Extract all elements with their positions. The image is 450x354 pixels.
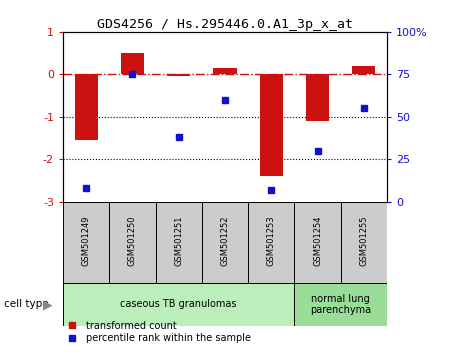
Bar bbox=[352, 66, 375, 74]
Bar bbox=[121, 53, 144, 74]
Legend: transformed count, percentile rank within the sample: transformed count, percentile rank withi… bbox=[59, 317, 255, 347]
Text: GSM501254: GSM501254 bbox=[313, 216, 322, 266]
Text: ▶: ▶ bbox=[43, 298, 52, 311]
Bar bbox=[75, 74, 98, 140]
Bar bbox=[63, 283, 294, 326]
Text: GSM501252: GSM501252 bbox=[220, 216, 230, 266]
Bar bbox=[306, 74, 329, 121]
Bar bbox=[294, 202, 341, 283]
Bar bbox=[202, 202, 248, 283]
Bar bbox=[156, 202, 202, 283]
Text: caseous TB granulomas: caseous TB granulomas bbox=[121, 299, 237, 309]
Bar bbox=[63, 202, 109, 283]
Bar bbox=[213, 68, 237, 74]
Text: GSM501251: GSM501251 bbox=[174, 216, 183, 266]
Text: GSM501253: GSM501253 bbox=[267, 216, 276, 266]
Bar bbox=[248, 202, 294, 283]
Bar bbox=[109, 202, 156, 283]
Text: cell type: cell type bbox=[4, 299, 49, 309]
Bar bbox=[341, 202, 387, 283]
Text: GSM501255: GSM501255 bbox=[360, 216, 369, 266]
Bar bbox=[294, 283, 387, 326]
Text: GDS4256 / Hs.295446.0.A1_3p_x_at: GDS4256 / Hs.295446.0.A1_3p_x_at bbox=[97, 18, 353, 31]
Bar bbox=[167, 74, 190, 76]
Bar bbox=[260, 74, 283, 176]
Text: GSM501250: GSM501250 bbox=[128, 216, 137, 266]
Text: GSM501249: GSM501249 bbox=[81, 216, 90, 266]
Text: normal lung
parenchyma: normal lung parenchyma bbox=[310, 293, 371, 315]
